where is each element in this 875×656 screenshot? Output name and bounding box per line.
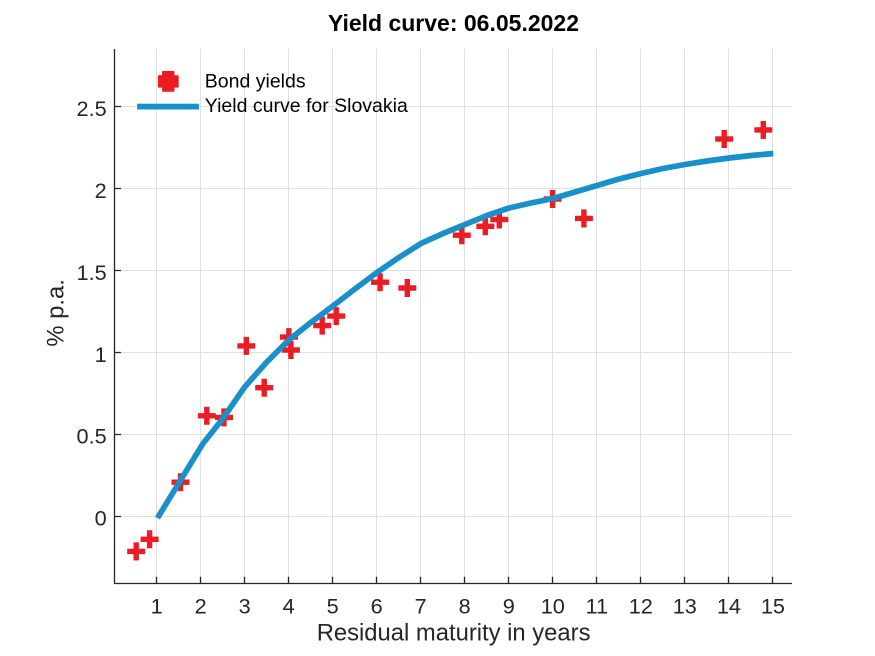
svg-text:14: 14 [717,594,741,619]
svg-text:0: 0 [95,506,107,531]
svg-text:11: 11 [586,594,609,619]
svg-text:13: 13 [673,594,697,619]
svg-text:% p.a.: % p.a. [42,279,69,346]
svg-text:2: 2 [95,178,107,203]
svg-text:1.5: 1.5 [77,260,107,285]
svg-text:Bond yields: Bond yields [205,71,306,93]
svg-text:9: 9 [503,594,515,619]
svg-text:Yield curve: 06.05.2022: Yield curve: 06.05.2022 [328,10,579,36]
svg-text:6: 6 [371,594,383,619]
svg-text:10: 10 [541,594,565,619]
svg-text:12: 12 [629,594,653,619]
svg-text:7: 7 [415,594,427,619]
svg-text:Residual maturity in years: Residual maturity in years [317,620,591,647]
svg-text:2.5: 2.5 [77,96,107,121]
svg-text:3: 3 [239,594,251,619]
svg-text:1: 1 [151,594,163,619]
svg-text:5: 5 [327,594,339,619]
svg-text:15: 15 [761,594,785,619]
svg-text:2: 2 [195,594,207,619]
svg-text:8: 8 [459,594,471,619]
svg-text:4: 4 [283,594,295,619]
svg-text:0.5: 0.5 [77,424,107,449]
svg-text:Yield curve for Slovakia: Yield curve for Slovakia [205,95,408,117]
svg-text:1: 1 [95,342,107,367]
